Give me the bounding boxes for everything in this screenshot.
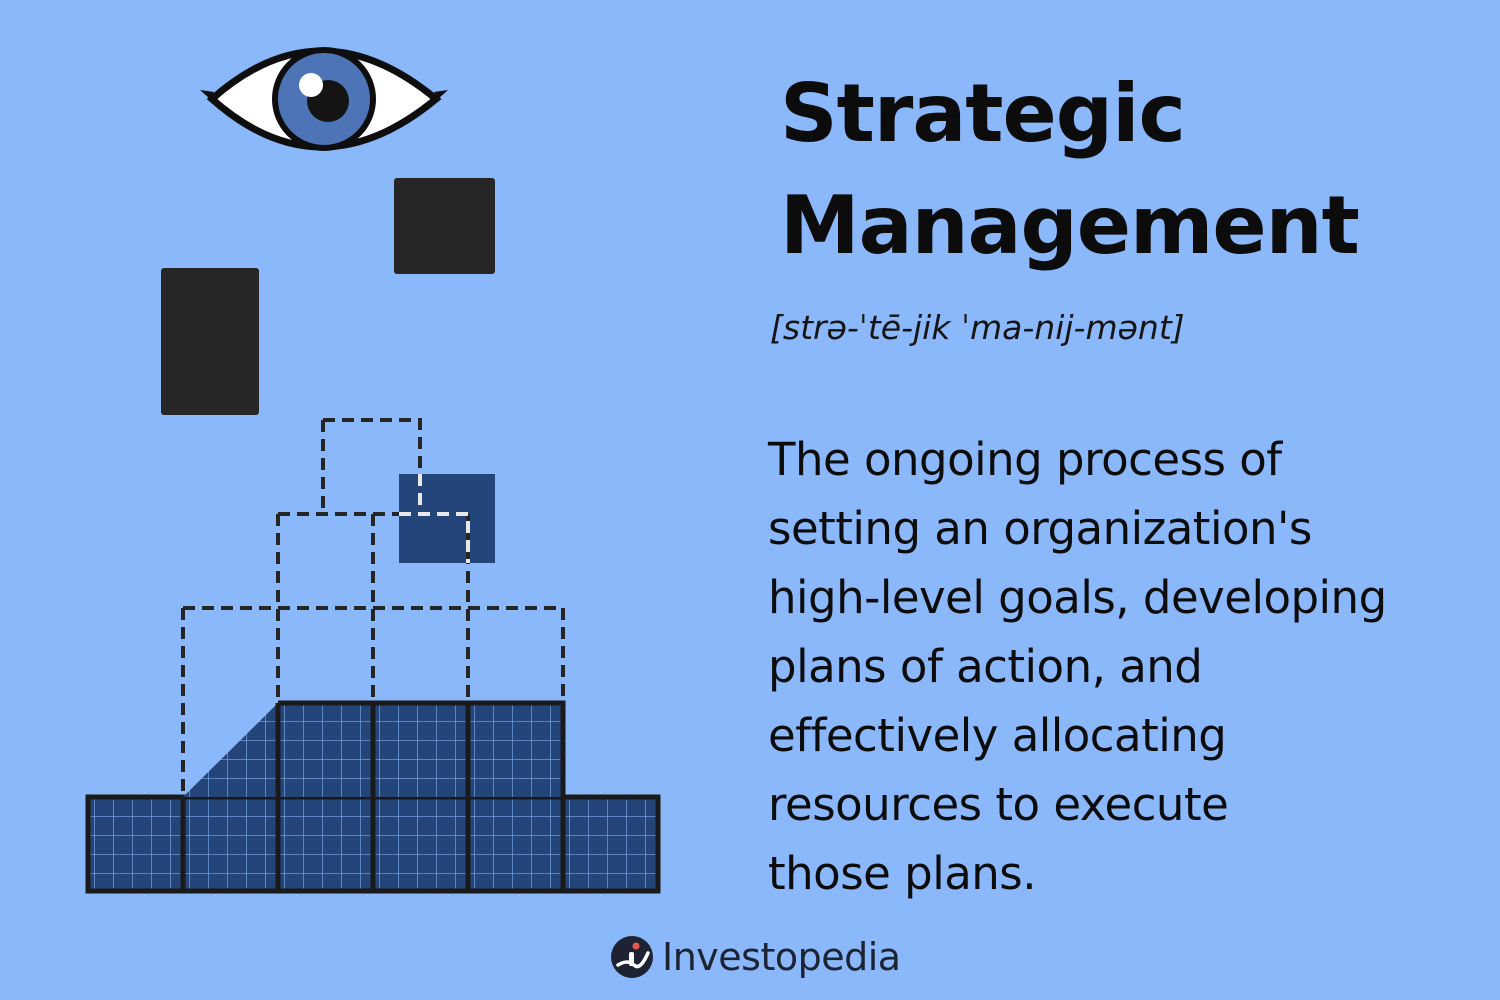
brand-logo: Investopedia	[610, 932, 901, 982]
definition-line: The ongoing process of	[768, 433, 1282, 486]
title-line: Management	[780, 179, 1360, 272]
investopedia-logo-icon	[611, 936, 653, 978]
definition-line: those plans.	[768, 847, 1037, 900]
pyramid-base-row	[85, 794, 661, 894]
definition-line: high-level goals, developing	[768, 571, 1387, 624]
floating-block-left	[161, 268, 259, 415]
definition-text: The ongoing process of setting an organi…	[768, 425, 1468, 908]
page-title: Strategic Management	[780, 58, 1460, 282]
definition-line: plans of action, and	[768, 640, 1203, 693]
definition-line: resources to execute	[768, 778, 1229, 831]
pronunciation: [strə-ˈtē-jik ˈma-nij-mənt]	[770, 308, 1185, 347]
pyramid-illustration	[85, 47, 661, 894]
pyramid-dashed-outline-light	[399, 474, 470, 563]
definition-line: effectively allocating	[768, 709, 1227, 762]
floating-block-top	[394, 178, 495, 274]
eye-icon	[200, 47, 448, 151]
brand-name: Investopedia	[662, 935, 901, 979]
floating-navy-block	[399, 474, 495, 563]
title-line: Strategic	[780, 67, 1186, 160]
definition-line: setting an organization's	[768, 502, 1312, 555]
pyramid-dashed-outline	[181, 418, 565, 797]
pyramid-second-row	[183, 700, 566, 797]
